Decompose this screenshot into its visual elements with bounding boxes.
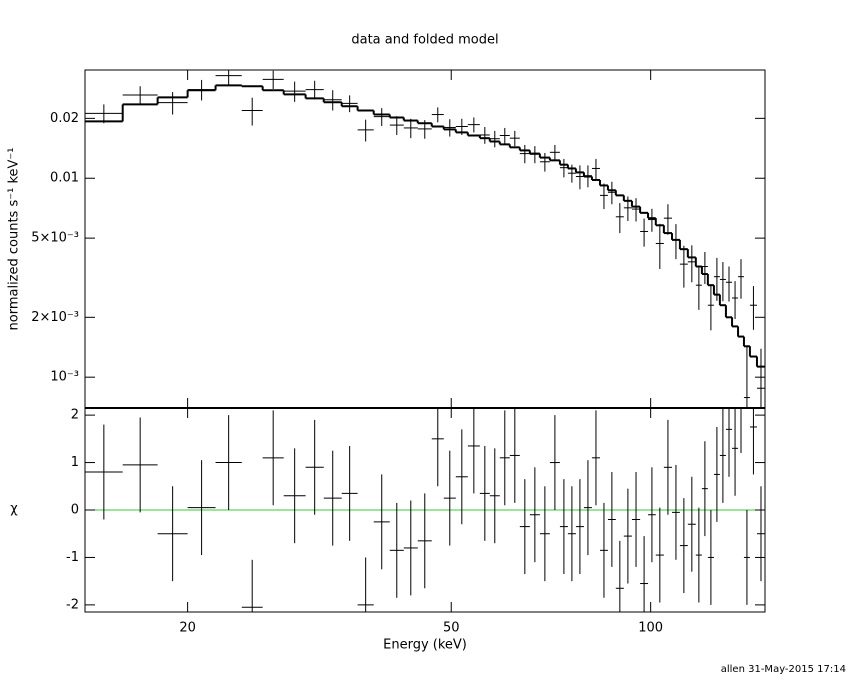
top-panel-marks	[85, 70, 765, 408]
x-axis-label: Energy (keV)	[383, 638, 467, 653]
axes: 0.02 0.01 5×10⁻³ 2×10⁻³ 10⁻³ 2 1 0 -1 -2 20 50 100	[31, 69, 766, 636]
bottom-panel-marks	[85, 408, 765, 612]
y-tick-label: 1	[71, 455, 79, 470]
y-axis-label: normalized counts s⁻¹ keV⁻¹	[7, 148, 22, 331]
x-tick-label: 100	[638, 621, 663, 636]
footer: allen 31-May-2015 17:14	[721, 664, 846, 675]
y-tick-label: 5×10⁻³	[31, 231, 79, 246]
y-tick-label: 0	[71, 503, 79, 518]
y-tick-label: 2	[71, 408, 79, 423]
y-tick-label: 0.02	[50, 111, 79, 126]
y-tick-label: 0.01	[50, 171, 79, 186]
y-tick-label: 10⁻³	[50, 370, 79, 385]
chart-title: data and folded model	[351, 33, 498, 48]
y-tick-label: 2×10⁻³	[31, 310, 79, 325]
y-axis-label: χ	[10, 502, 18, 517]
frame	[84, 69, 766, 613]
x-tick-label: 50	[443, 621, 460, 636]
y-tick-label: -2	[66, 597, 79, 612]
x-tick-label: 20	[179, 621, 196, 636]
y-tick-label: -1	[66, 550, 79, 565]
